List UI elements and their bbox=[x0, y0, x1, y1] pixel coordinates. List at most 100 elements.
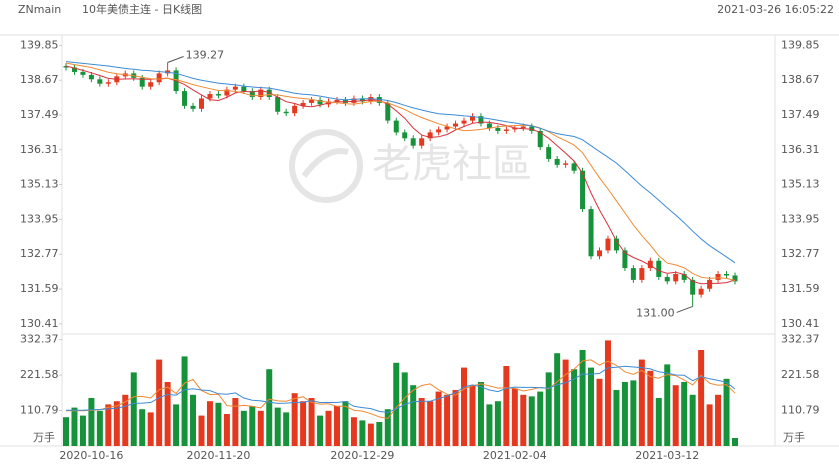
volume-bar bbox=[452, 390, 459, 446]
candle-body bbox=[71, 67, 77, 72]
y-tick-label: 133.95 bbox=[20, 212, 59, 225]
volume-bar bbox=[333, 406, 340, 446]
volume-bar bbox=[418, 398, 425, 446]
candle-body bbox=[613, 238, 619, 251]
candle-body bbox=[410, 138, 416, 146]
volume-bar bbox=[308, 398, 315, 446]
volume-bar bbox=[689, 394, 696, 446]
candle-body bbox=[148, 82, 154, 87]
y-tick-label: 136.31 bbox=[20, 143, 59, 156]
watermark-icon bbox=[289, 129, 363, 203]
volume-bar bbox=[376, 422, 383, 446]
volume-bar bbox=[240, 410, 247, 446]
volume-bar bbox=[130, 372, 137, 446]
candle-body bbox=[656, 260, 662, 277]
unit-label-right: 万手 bbox=[783, 430, 805, 444]
candle-body bbox=[334, 99, 340, 102]
candle-body bbox=[385, 102, 391, 121]
candle-body bbox=[249, 91, 255, 97]
volume-bar bbox=[435, 391, 442, 446]
candle-body bbox=[707, 279, 713, 289]
candle-body bbox=[605, 238, 611, 251]
volume-bar bbox=[393, 362, 400, 446]
volume-bar bbox=[71, 407, 78, 446]
candle-body bbox=[88, 74, 94, 80]
watermark-text: 老虎社區 bbox=[372, 141, 532, 187]
volume-bar bbox=[664, 364, 671, 446]
volume-bar bbox=[410, 385, 417, 446]
symbol: ZNmain bbox=[18, 3, 61, 16]
candle-body bbox=[190, 105, 196, 109]
candle-body bbox=[563, 163, 569, 165]
volume-bar bbox=[486, 404, 493, 446]
ma-line bbox=[66, 359, 736, 420]
volume-bar bbox=[444, 394, 451, 446]
volume-bar bbox=[198, 415, 205, 446]
volume-bar bbox=[300, 401, 307, 446]
volume-bar bbox=[223, 414, 230, 446]
volume-bar bbox=[215, 402, 222, 446]
volume-bar bbox=[461, 367, 468, 446]
volume-bar bbox=[283, 412, 290, 446]
candle-body bbox=[241, 86, 247, 92]
y-tick-label: 130.41 bbox=[20, 317, 59, 330]
candle-body bbox=[571, 163, 577, 171]
candle-body bbox=[436, 129, 442, 133]
volume-bar bbox=[88, 398, 95, 446]
volume-bar bbox=[147, 412, 154, 446]
y-tick-label: 137.49 bbox=[20, 108, 59, 121]
candle-body bbox=[427, 132, 433, 139]
volume-bar bbox=[477, 382, 484, 446]
volume-bar bbox=[350, 417, 357, 446]
volume-bar bbox=[503, 366, 510, 446]
candle-body bbox=[664, 276, 670, 282]
candle-body bbox=[724, 274, 730, 276]
y-tick-label: 110.79 bbox=[20, 404, 59, 417]
candle-body bbox=[732, 275, 738, 282]
volume-bar bbox=[173, 404, 180, 446]
candle-body bbox=[495, 127, 501, 131]
candle-body bbox=[461, 120, 467, 124]
volume-bar bbox=[113, 401, 120, 446]
candle-body bbox=[139, 77, 145, 87]
volume-bar bbox=[655, 398, 662, 446]
unit-label: 万手 bbox=[33, 430, 55, 444]
volume-bar bbox=[63, 417, 69, 446]
y-tick-label: 139.85 bbox=[20, 38, 59, 51]
max-pointer bbox=[167, 56, 184, 63]
volume-bar bbox=[232, 398, 239, 446]
candle-body bbox=[376, 97, 382, 103]
candle-body bbox=[681, 274, 687, 280]
x-tick-label: 2020-10-16 bbox=[59, 449, 123, 462]
volume-bar bbox=[79, 415, 86, 446]
candle-body bbox=[419, 138, 425, 146]
y-tick-label-right: 130.41 bbox=[781, 317, 820, 330]
candle-body bbox=[63, 66, 69, 68]
candle-body bbox=[309, 99, 315, 103]
candle-body bbox=[478, 116, 484, 124]
y-tick-label-right: 110.79 bbox=[781, 404, 820, 417]
volume-bar bbox=[681, 382, 688, 446]
candle-body bbox=[80, 71, 86, 75]
volume-bar bbox=[427, 401, 434, 446]
volume-bar bbox=[621, 382, 628, 446]
candle-body bbox=[317, 99, 323, 105]
candle-body bbox=[647, 260, 653, 269]
candle-body bbox=[300, 102, 306, 106]
candle-body bbox=[698, 288, 704, 295]
candle-body bbox=[673, 274, 679, 282]
candle-body bbox=[258, 89, 264, 97]
y-tick-label: 135.13 bbox=[20, 178, 59, 191]
volume-bar bbox=[604, 340, 611, 446]
candle-body bbox=[546, 147, 552, 159]
candle-body bbox=[597, 250, 603, 257]
candle-body bbox=[554, 158, 560, 165]
volume-bar bbox=[96, 410, 103, 446]
volume-bar bbox=[715, 394, 722, 446]
candle-body bbox=[198, 98, 204, 109]
candle-body bbox=[402, 132, 408, 139]
y-tick-label: 221.58 bbox=[20, 368, 59, 381]
volume-bar bbox=[571, 369, 578, 446]
chart-title: 10年美债主连 - 日K线图 bbox=[82, 2, 202, 16]
